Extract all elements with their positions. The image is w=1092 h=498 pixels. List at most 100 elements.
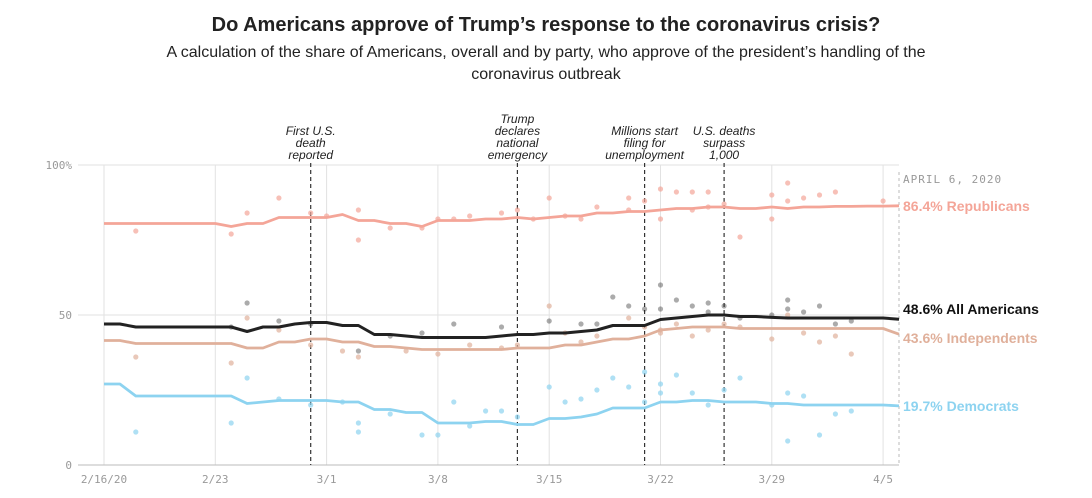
event-label: national bbox=[496, 136, 538, 150]
trend-line bbox=[104, 204, 900, 228]
poll-dot bbox=[689, 303, 695, 309]
poll-dot bbox=[578, 216, 584, 222]
poll-dot bbox=[276, 327, 282, 333]
poll-dot bbox=[832, 333, 839, 339]
poll-dot bbox=[769, 216, 775, 222]
poll-dot bbox=[578, 396, 584, 402]
poll-dot bbox=[419, 330, 425, 336]
poll-dot bbox=[657, 381, 664, 387]
poll-dot bbox=[244, 375, 250, 381]
poll-dot bbox=[673, 189, 680, 195]
x-tick-label: 3/15 bbox=[536, 473, 563, 486]
x-tick-label: 3/29 bbox=[759, 473, 786, 486]
poll-dot bbox=[737, 375, 743, 381]
event-label: surpass bbox=[703, 136, 745, 150]
poll-dot bbox=[721, 321, 727, 327]
poll-dot bbox=[228, 420, 234, 426]
poll-dot bbox=[801, 195, 807, 201]
chart-subtitle: A calculation of the share of Americans,… bbox=[166, 44, 926, 83]
poll-dot bbox=[387, 225, 393, 231]
poll-dot bbox=[657, 216, 664, 222]
poll-dot bbox=[133, 228, 139, 234]
poll-dot bbox=[689, 189, 695, 195]
poll-dot bbox=[642, 399, 648, 405]
poll-dot bbox=[657, 186, 664, 192]
poll-dot bbox=[721, 387, 727, 393]
poll-dot bbox=[308, 210, 314, 216]
series-label: 48.6% All Americans bbox=[903, 301, 1039, 317]
event-label: First U.S. bbox=[286, 124, 336, 138]
poll-dot bbox=[308, 342, 314, 348]
poll-dot bbox=[642, 369, 648, 375]
poll-dot bbox=[785, 306, 791, 312]
poll-dot bbox=[737, 234, 743, 240]
poll-dot bbox=[721, 303, 727, 309]
y-tick-label: 50 bbox=[59, 309, 72, 322]
poll-dot bbox=[610, 375, 616, 381]
poll-dot bbox=[626, 303, 632, 309]
poll-dot bbox=[673, 372, 680, 378]
poll-dot bbox=[848, 318, 854, 324]
poll-dot bbox=[435, 432, 441, 438]
poll-dot bbox=[832, 189, 839, 195]
poll-dot bbox=[848, 408, 854, 414]
event-label: reported bbox=[288, 148, 333, 162]
poll-dot bbox=[673, 321, 680, 327]
poll-dot bbox=[467, 213, 473, 219]
poll-dot bbox=[785, 312, 791, 318]
poll-dot bbox=[785, 180, 791, 186]
event-label: unemployment bbox=[605, 148, 684, 162]
poll-dot bbox=[403, 348, 409, 354]
latest-date-label: APRIL 6, 2020 bbox=[903, 173, 1002, 186]
poll-dot bbox=[578, 321, 584, 327]
poll-dot bbox=[769, 336, 775, 342]
poll-dot bbox=[610, 294, 616, 300]
event-label: Millions start bbox=[611, 124, 678, 138]
poll-dot bbox=[769, 192, 775, 198]
poll-dot bbox=[816, 339, 823, 345]
series-label: 86.4% Republicans bbox=[903, 198, 1030, 214]
poll-dot bbox=[832, 321, 839, 327]
poll-dot bbox=[642, 306, 648, 312]
poll-dot bbox=[546, 303, 552, 309]
poll-dot bbox=[594, 204, 600, 210]
poll-dot bbox=[594, 387, 600, 393]
series-label: 43.6% Independents bbox=[903, 330, 1038, 346]
poll-dot bbox=[308, 402, 314, 408]
poll-dot bbox=[721, 201, 727, 207]
poll-dot bbox=[880, 198, 886, 204]
poll-dot bbox=[673, 297, 680, 303]
poll-dot bbox=[467, 423, 473, 429]
poll-dot bbox=[546, 318, 552, 324]
poll-dot bbox=[355, 207, 361, 213]
poll-dot bbox=[339, 348, 346, 354]
x-tick-label: 2/16/20 bbox=[81, 473, 127, 486]
poll-dot bbox=[451, 399, 457, 405]
event-label: death bbox=[296, 136, 326, 150]
x-tick-label: 2/23 bbox=[202, 473, 229, 486]
poll-dot bbox=[626, 195, 632, 201]
poll-dot bbox=[244, 315, 250, 321]
poll-dot bbox=[705, 402, 711, 408]
poll-dot bbox=[594, 321, 600, 327]
poll-dot bbox=[816, 192, 823, 198]
poll-dot bbox=[785, 390, 791, 396]
poll-dot bbox=[133, 354, 139, 360]
x-tick-label: 3/1 bbox=[317, 473, 337, 486]
poll-dot bbox=[451, 321, 457, 327]
trend-line bbox=[104, 313, 900, 339]
poll-dot bbox=[498, 210, 505, 216]
trend-line bbox=[104, 382, 900, 426]
x-tick-label: 4/5 bbox=[873, 473, 893, 486]
event-label: Trump bbox=[501, 112, 535, 126]
poll-dot bbox=[498, 408, 505, 414]
poll-dot bbox=[626, 315, 632, 321]
event-label: U.S. deaths bbox=[693, 124, 756, 138]
poll-dot bbox=[785, 297, 791, 303]
poll-dot bbox=[657, 306, 664, 312]
poll-dot bbox=[355, 354, 361, 360]
poll-dot bbox=[562, 399, 568, 405]
poll-dot bbox=[816, 432, 823, 438]
poll-dot bbox=[578, 339, 584, 345]
x-tick-label: 3/8 bbox=[428, 473, 448, 486]
